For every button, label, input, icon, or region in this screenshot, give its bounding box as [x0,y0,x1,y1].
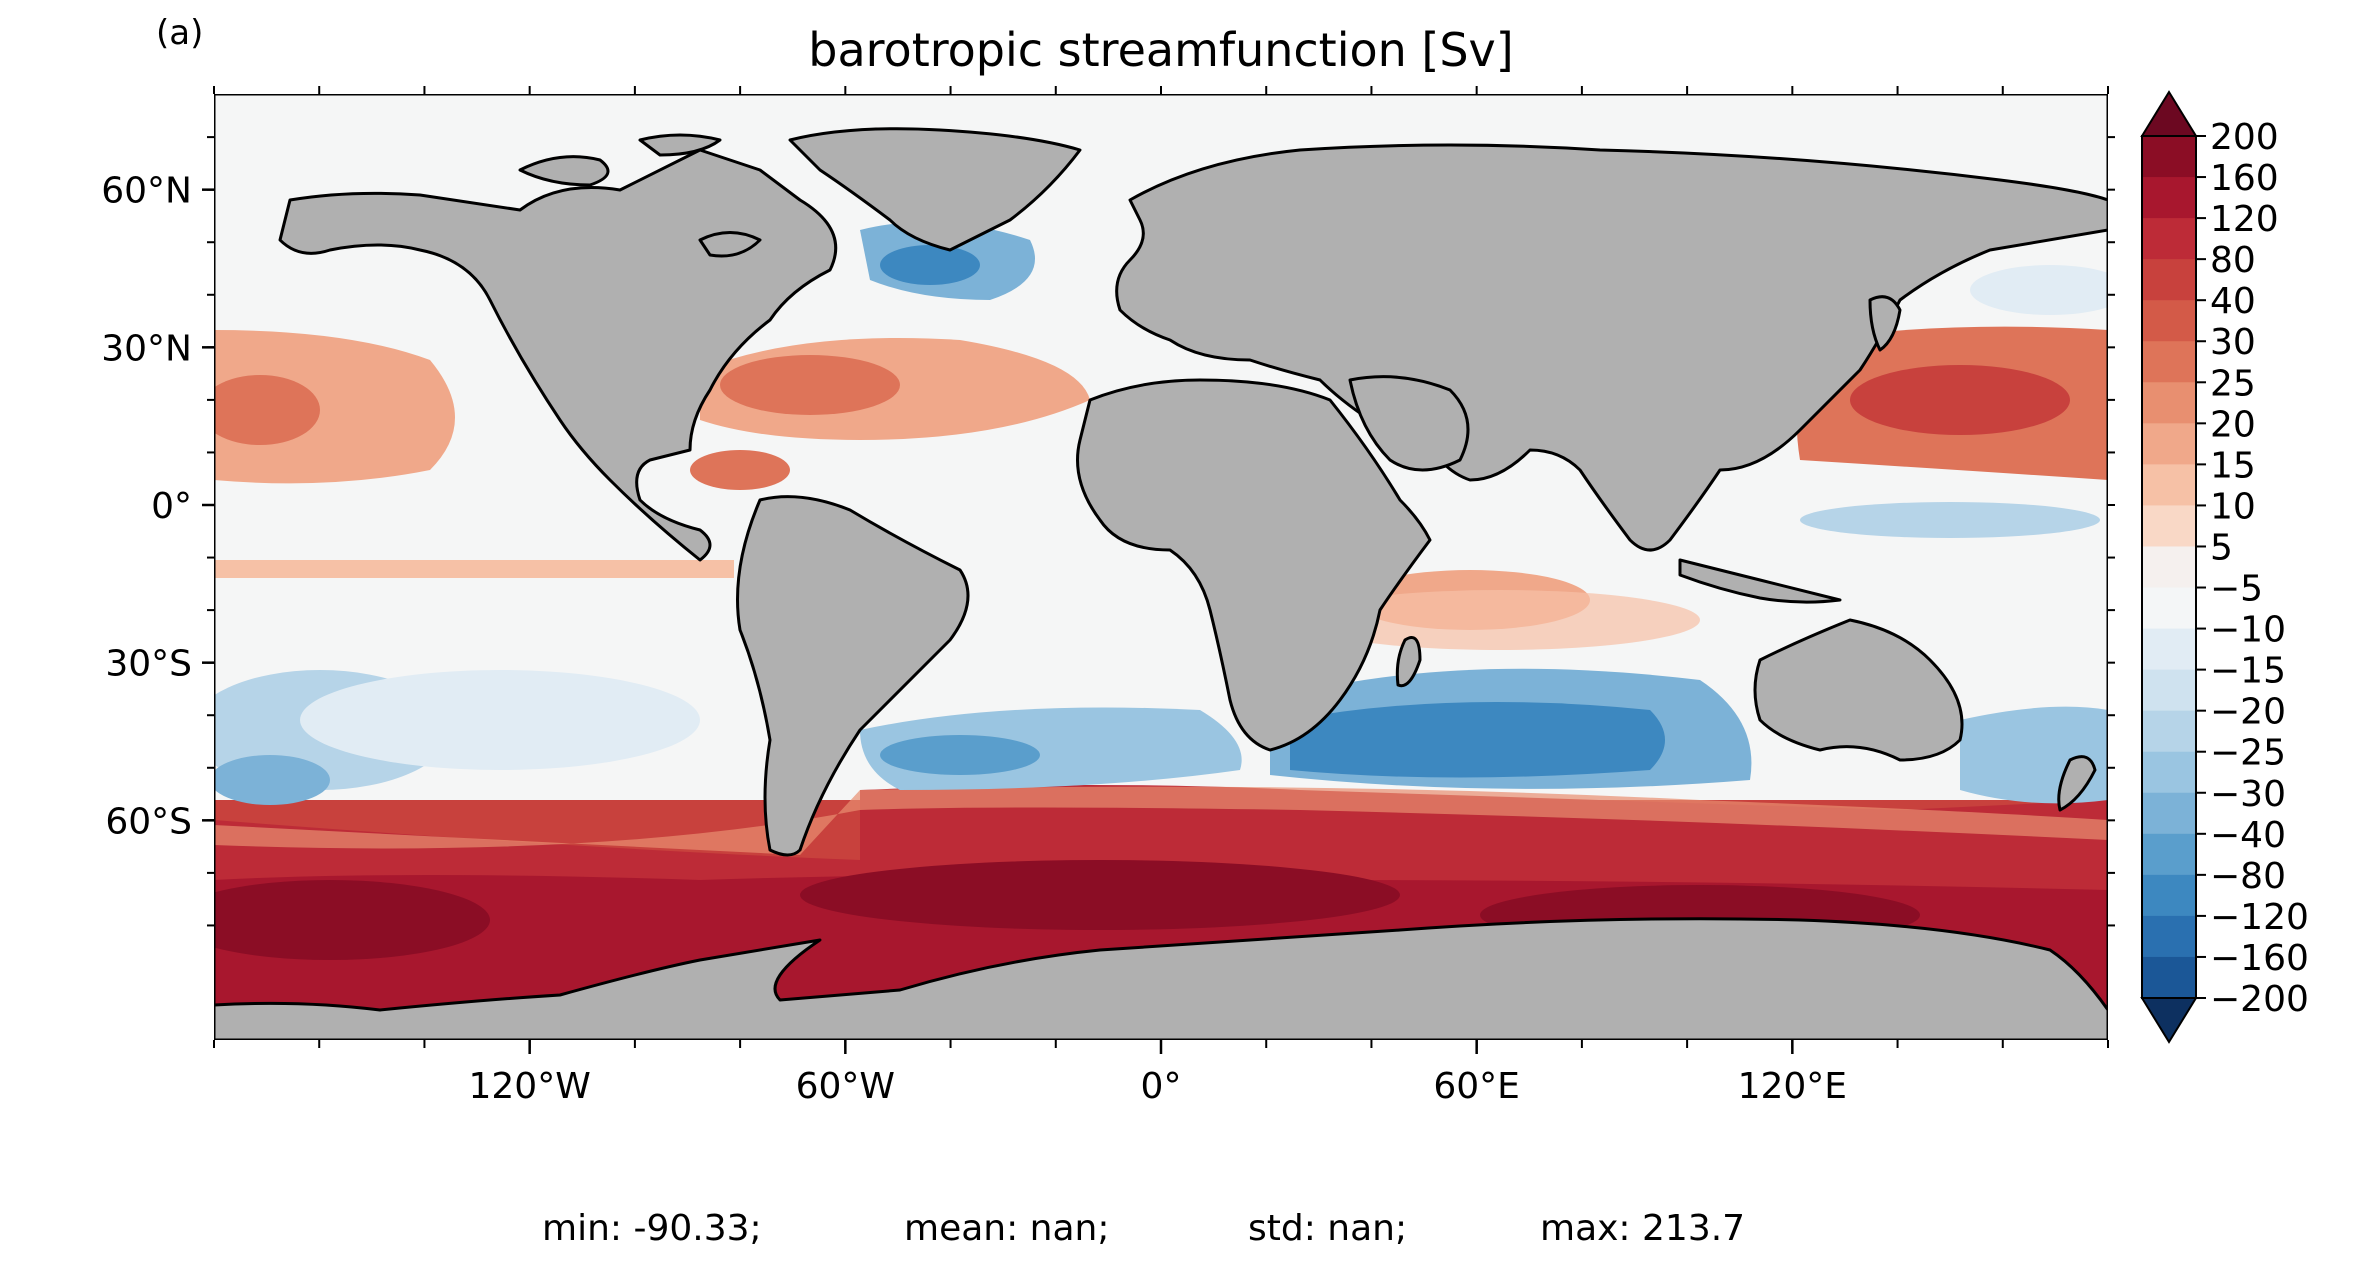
colorbar-segment [2142,177,2196,219]
stat-max: max: 213.7 [1540,1208,1745,1249]
colorbar-extend-max [2140,90,2198,137]
colorbar-segment [2142,587,2196,630]
map-title: barotropic streamfunction [Sv] [808,23,1513,77]
tasman-gyre [1960,706,2108,804]
colorbar-segment [2142,792,2196,835]
indonesia [1678,558,1842,604]
colorbar-tick-label: −120 [2210,897,2309,938]
north-america [278,148,838,562]
lon-tick-label: 60°W [796,1066,895,1107]
colorbar-tick-label: −10 [2210,610,2286,651]
colorbar-tick-label: −40 [2210,815,2286,856]
colorbar-tick-label: −15 [2210,651,2286,692]
south-pacific-gyre-core [214,755,330,805]
colorbar-segment [2142,915,2196,958]
colorbar-segment [2142,259,2196,301]
arabia [1348,375,1470,472]
colorbar-tick-label: 15 [2210,445,2256,486]
colorbar-tick-label: 80 [2210,240,2256,281]
colorbar-segment [2142,341,2196,383]
colorbar-segment [2142,505,2196,547]
antarctica [214,917,2108,1040]
north-pacific-gyre-east [214,330,455,484]
north-atlantic-gyre-core [720,355,900,415]
map [214,94,2108,1040]
madagascar [1395,636,1422,688]
lat-tick-label: 60°S [105,801,192,842]
colorbar-segment [2142,300,2196,342]
colorbar-segment [2142,628,2196,671]
lon-tick-label: 0° [1141,1066,1182,1107]
lon-tick-label: 120°W [469,1066,591,1107]
colorbar-tick-label: 40 [2210,281,2256,322]
colorbar: 200160120804030252015105−5−10−15−20−25−3… [2140,90,2309,1044]
west-pacific-subpolar [1970,265,2108,315]
south-pacific-gyre-outer [300,670,700,770]
colorbar-tick-label: 120 [2210,199,2279,240]
north-pacific-gyre-east-core [214,375,320,445]
colorbar-tick-label: 25 [2210,363,2256,404]
stat-min: min: -90.33; [542,1208,762,1249]
colorbar-tick-label: 5 [2210,527,2233,568]
canadian-archipelago [518,133,762,258]
colorbar-segment [2142,751,2196,794]
south-indian-gyre-core [1290,702,1665,778]
acc-north-edge [214,786,2108,855]
colorbar-tick-label: 160 [2210,158,2279,199]
greenland [788,127,1082,252]
colorbar-tick-label: −80 [2210,856,2286,897]
south-america [736,495,970,857]
colorbar-tick-label: −5 [2210,569,2263,610]
colorbar-segment [2142,546,2196,589]
panel-label: (a) [156,13,203,53]
lat-tick-label: 0° [151,486,192,527]
australia [1753,618,1964,762]
colorbar-segment [2142,382,2196,424]
colorbar-segment [2142,218,2196,260]
indian-equatorial-band-outer [1300,590,1700,650]
colorbar-tick-label: −160 [2210,938,2309,979]
colorbar-segment [2142,464,2196,506]
colorbar-tick-label: 200 [2210,117,2279,158]
africa [1076,378,1432,752]
colorbar-segment [2142,669,2196,712]
colorbar-segment [2142,423,2196,465]
acc-max-pacific [214,880,490,960]
lon-tick-label: 60°E [1433,1066,1520,1107]
colorbar-tick-label: 10 [2210,486,2256,527]
colorbar-tick-label: −30 [2210,774,2286,815]
latitude-axis: 60°N 30°N 0° 30°S 60°S [101,136,2115,927]
acc-max-atlantic [800,860,1400,930]
stat-mean: mean: nan; [904,1208,1110,1249]
south-atlantic-gyre-core [880,735,1040,775]
caribbean-positive [690,450,790,490]
colorbar-segment [2142,874,2196,917]
colorbar-tick-label: −200 [2210,979,2309,1020]
north-pacific-tropical-band [1800,502,2100,538]
colorbar-tick-label: −20 [2210,692,2286,733]
stat-std: std: nan; [1248,1208,1407,1249]
lat-tick-label: 30°N [101,328,192,369]
subpolar-gyre-core [880,245,980,285]
lat-tick-label: 60°N [101,171,192,212]
eurasia [1115,143,2108,552]
lat-tick-label: 30°S [105,644,192,685]
north-pacific-gyre-west-core [1850,365,2070,435]
colorbar-tick-label: −25 [2210,733,2286,774]
colorbar-segment [2142,833,2196,876]
japan [1868,295,1902,352]
colorbar-tick-label: 20 [2210,404,2256,445]
new-zealand [2057,755,2097,812]
colorbar-segment [2142,956,2196,999]
equatorial-pacific-band [214,560,734,578]
colorbar-segment [2142,136,2196,178]
land [214,127,2108,1040]
colorbar-frame [2141,135,2197,999]
colorbar-segment [2142,710,2196,753]
colorbar-extend-min [2140,997,2198,1044]
colorbar-tick-label: 30 [2210,322,2256,363]
longitude-axis: 120°W 60°W 0° 60°E 120°E [213,86,2109,1107]
lon-tick-label: 120°E [1738,1066,1847,1107]
